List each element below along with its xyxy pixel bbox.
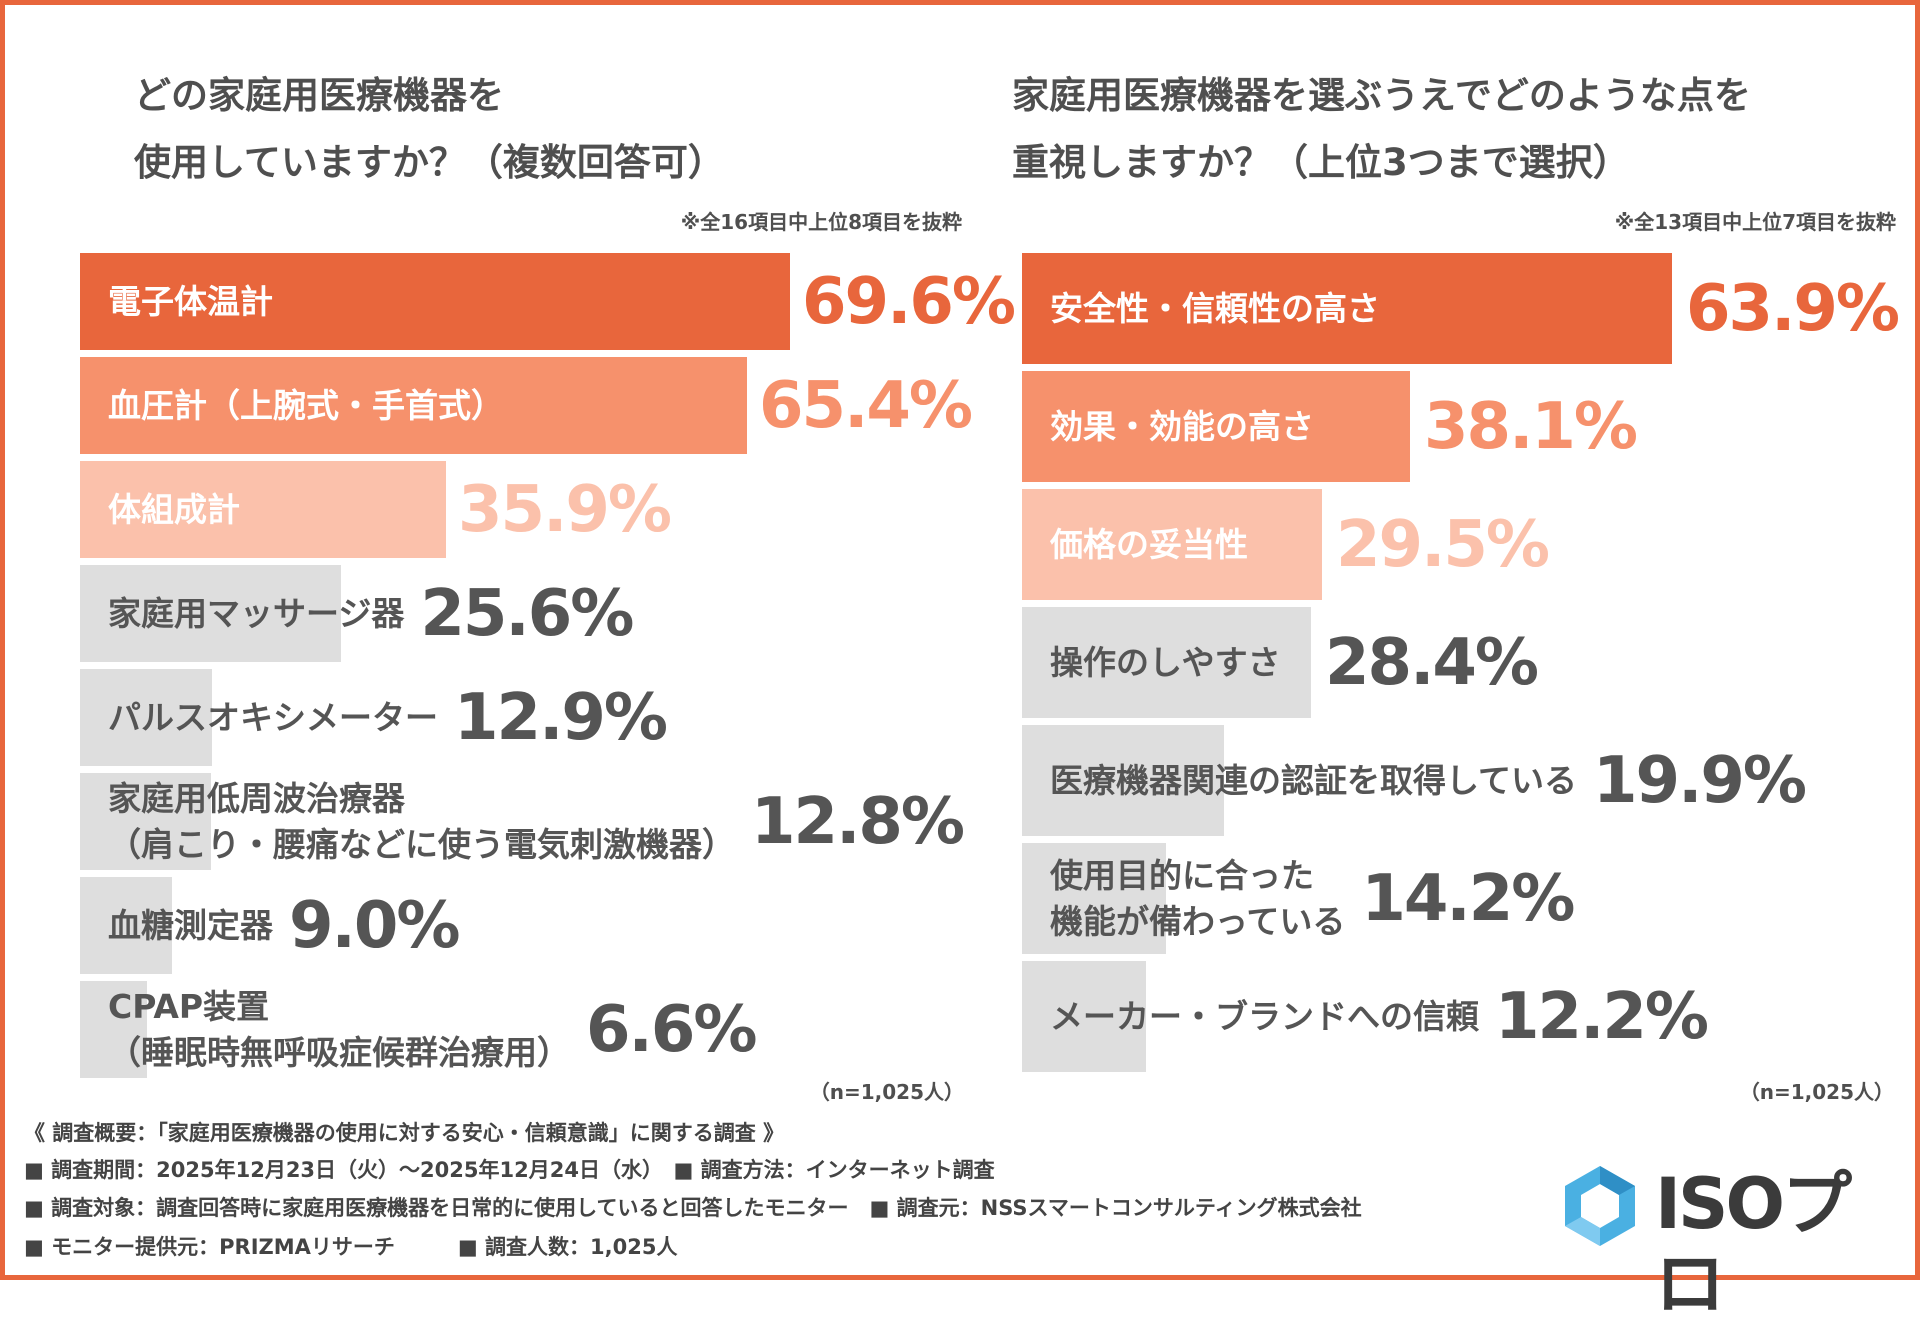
- bar-label: 使用目的に合った 機能が備わっている: [1050, 856, 1346, 941]
- survey-provider-count: ■ モニター提供元：PRIZMAリサーチ ■ 調査人数：1,025人: [24, 1235, 678, 1259]
- bar-label: 効果・効能の高さ: [1050, 407, 1314, 446]
- bar-label: パルスオキシメーター: [108, 698, 438, 737]
- bar: [1022, 253, 1672, 364]
- chart-title: どの家庭用医療機器を 使用していますか？（複数回答可）: [134, 62, 725, 196]
- bar: [80, 461, 446, 558]
- bar-value: 14.2%: [1361, 862, 1575, 936]
- sample-size-label: （n=1,025人）: [1739, 1080, 1894, 1104]
- bar-label: メーカー・ブランドへの信頼: [1050, 997, 1479, 1036]
- bar-value: 25.6%: [420, 577, 634, 651]
- hexagon-icon: [1565, 1166, 1635, 1246]
- bar-value: 9.0%: [289, 889, 460, 963]
- bar: [80, 773, 211, 870]
- chart-title-line-1: どの家庭用医療機器を: [134, 74, 504, 117]
- logo: ISOプロ: [1555, 1160, 1895, 1324]
- bar-value: 12.2%: [1495, 980, 1709, 1054]
- bar-value: 19.9%: [1593, 744, 1807, 818]
- bar-value: 65.4%: [759, 369, 973, 443]
- bar: [1022, 843, 1166, 954]
- bar-label: 家庭用マッサージ器: [108, 594, 405, 633]
- survey-summary-title: 《 調査概要：「家庭用医療機器の使用に対する安心・信頼意識」に関する調査 》: [24, 1121, 785, 1145]
- chart-title: 家庭用医療機器を選ぶうえでどのような点を 重視しますか？（上位3つまで選択）: [1012, 62, 1751, 196]
- bar-value: 6.6%: [586, 993, 757, 1067]
- bar-value: 29.5%: [1336, 508, 1550, 582]
- chart-note: ※全16項目中上位8項目を抜粋: [680, 210, 962, 234]
- bar-label: CPAP装置 （睡眠時無呼吸症候群治療用）: [108, 987, 570, 1072]
- bar: [1022, 607, 1311, 718]
- logo-text: ISOプロ: [1655, 1163, 1852, 1325]
- bar-label: 安全性・信頼性の高さ: [1050, 289, 1380, 328]
- bar-label: 操作のしやすさ: [1050, 643, 1281, 682]
- bar-value: 12.9%: [454, 681, 668, 755]
- bar: [80, 981, 147, 1078]
- bar-value: 38.1%: [1424, 390, 1638, 464]
- bar: [80, 357, 747, 454]
- frame-border: [0, 0, 1920, 1280]
- bar-value: 12.8%: [751, 785, 965, 859]
- bar: [80, 669, 212, 766]
- bar-label: 体組成計: [108, 490, 240, 529]
- survey-target-source: ■ 調査対象：調査回答時に家庭用医療機器を日常的に使用していると回答したモニター…: [24, 1196, 1362, 1220]
- bar: [80, 253, 790, 350]
- bar-value: 28.4%: [1325, 626, 1539, 700]
- bar: [80, 565, 341, 662]
- bar-label: 家庭用低周波治療器 （肩こり・腰痛などに使う電気刺激機器）: [108, 779, 735, 864]
- bar-label: 血圧計（上腕式・手首式）: [108, 386, 504, 425]
- bar: [80, 877, 172, 974]
- bar-label: 医療機器関連の認証を取得している: [1050, 761, 1578, 800]
- chart-title-line-1: 家庭用医療機器を選ぶうえでどのような点を: [1012, 74, 1751, 117]
- chart-title-line-2: 重視しますか？（上位3つまで選択）: [1012, 141, 1630, 184]
- bar-value: 63.9%: [1686, 272, 1900, 346]
- chart-note: ※全13項目中上位7項目を抜粋: [1614, 210, 1896, 234]
- bar-value: 35.9%: [458, 473, 672, 547]
- bar-value: 69.6%: [802, 265, 1016, 339]
- bar-label: 電子体温計: [108, 282, 273, 321]
- bar: [1022, 371, 1410, 482]
- bar: [1022, 489, 1322, 600]
- survey-period-method: ■ 調査期間：2025年12月23日（火）～2025年12月24日（水） ■ 調…: [24, 1158, 995, 1182]
- bar-label: 血糖測定器: [108, 906, 273, 945]
- bar: [1022, 961, 1146, 1072]
- chart-title-line-2: 使用していますか？（複数回答可）: [134, 141, 725, 184]
- sample-size-label: （n=1,025人）: [809, 1080, 964, 1104]
- bar: [1022, 725, 1224, 836]
- bar-label: 価格の妥当性: [1050, 525, 1248, 564]
